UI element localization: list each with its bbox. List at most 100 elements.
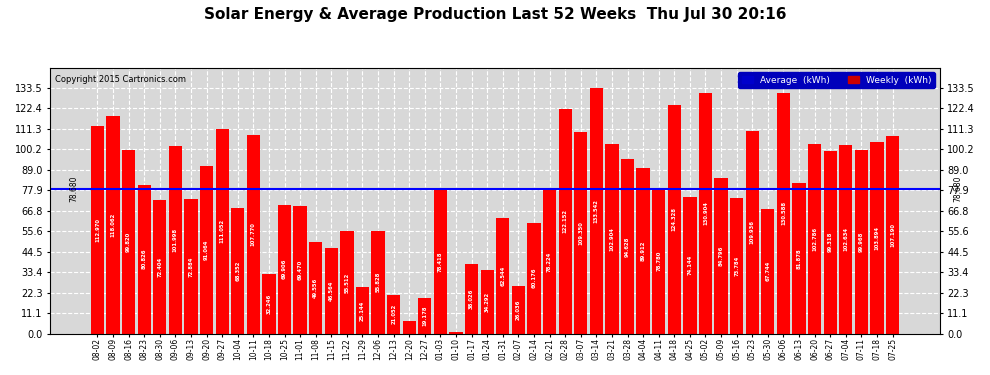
Text: 69.470: 69.470 xyxy=(298,260,303,280)
Text: 60.176: 60.176 xyxy=(532,268,537,288)
Bar xyxy=(808,144,822,334)
Text: 32.246: 32.246 xyxy=(266,294,271,314)
Text: Copyright 2015 Cartronics.com: Copyright 2015 Cartronics.com xyxy=(54,75,186,84)
Bar xyxy=(341,231,353,334)
Bar xyxy=(122,150,136,334)
Text: 130.904: 130.904 xyxy=(703,201,708,225)
Text: 133.542: 133.542 xyxy=(594,199,599,223)
Bar xyxy=(854,150,868,334)
Text: 107.770: 107.770 xyxy=(250,222,255,246)
Bar xyxy=(325,248,338,334)
Bar xyxy=(355,287,369,334)
Bar xyxy=(652,189,665,334)
Text: 72.884: 72.884 xyxy=(188,256,193,277)
Text: 46.564: 46.564 xyxy=(329,280,334,301)
Bar xyxy=(886,136,899,334)
Bar xyxy=(403,321,416,334)
Bar xyxy=(418,298,432,334)
Bar xyxy=(715,177,728,334)
Text: 34.292: 34.292 xyxy=(485,292,490,312)
Bar xyxy=(870,142,884,334)
Text: 118.062: 118.062 xyxy=(111,213,116,237)
Bar xyxy=(590,88,603,334)
Text: 111.052: 111.052 xyxy=(220,219,225,243)
Bar xyxy=(543,190,556,334)
Text: 19.178: 19.178 xyxy=(423,306,428,326)
Bar xyxy=(792,183,806,334)
Text: 112.970: 112.970 xyxy=(95,217,100,242)
Bar xyxy=(574,132,587,334)
Text: 107.190: 107.190 xyxy=(890,223,895,247)
Text: 94.628: 94.628 xyxy=(625,236,630,257)
Text: 78.418: 78.418 xyxy=(438,251,443,272)
Text: 89.912: 89.912 xyxy=(641,241,645,261)
Bar xyxy=(637,168,649,334)
Bar xyxy=(138,185,150,334)
Text: 101.998: 101.998 xyxy=(173,228,178,252)
Text: 78.780: 78.780 xyxy=(656,251,661,271)
Text: 99.318: 99.318 xyxy=(828,232,833,252)
Bar xyxy=(558,109,572,334)
Text: 38.026: 38.026 xyxy=(469,288,474,309)
Text: 68.352: 68.352 xyxy=(236,261,241,281)
Bar xyxy=(699,93,712,334)
Bar xyxy=(777,93,790,334)
Bar xyxy=(106,116,120,334)
Text: 72.404: 72.404 xyxy=(157,257,162,277)
Legend: Average  (kWh), Weekly  (kWh): Average (kWh), Weekly (kWh) xyxy=(739,72,936,88)
Text: Solar Energy & Average Production Last 52 Weeks  Thu Jul 30 20:16: Solar Energy & Average Production Last 5… xyxy=(204,8,786,22)
Text: 81.878: 81.878 xyxy=(797,248,802,268)
Bar xyxy=(761,209,774,334)
Bar xyxy=(512,286,525,334)
Text: 73.784: 73.784 xyxy=(735,256,740,276)
Text: 62.544: 62.544 xyxy=(500,266,505,286)
Text: 21.052: 21.052 xyxy=(391,304,396,324)
Text: 26.036: 26.036 xyxy=(516,300,521,320)
Bar xyxy=(667,105,681,334)
Text: 109.936: 109.936 xyxy=(749,220,754,245)
Bar xyxy=(605,144,619,334)
Bar xyxy=(200,166,213,334)
Bar xyxy=(465,264,478,334)
Bar xyxy=(247,135,260,334)
Text: 78.680: 78.680 xyxy=(953,176,962,202)
Bar xyxy=(683,197,697,334)
Bar xyxy=(824,151,837,334)
Text: 130.588: 130.588 xyxy=(781,201,786,225)
Bar xyxy=(730,198,743,334)
Bar xyxy=(745,131,759,334)
Text: 91.064: 91.064 xyxy=(204,240,209,260)
Text: 122.152: 122.152 xyxy=(562,209,567,233)
Text: 102.786: 102.786 xyxy=(812,227,817,251)
Text: 109.350: 109.350 xyxy=(578,221,583,245)
Bar xyxy=(480,270,494,334)
Bar xyxy=(293,206,307,334)
Bar xyxy=(528,223,541,334)
Bar xyxy=(496,219,510,334)
Bar xyxy=(168,146,182,334)
Text: 69.906: 69.906 xyxy=(282,259,287,279)
Text: 78.680: 78.680 xyxy=(69,176,79,202)
Text: 25.144: 25.144 xyxy=(360,300,365,321)
Text: 55.828: 55.828 xyxy=(375,272,380,292)
Text: 99.968: 99.968 xyxy=(859,231,864,252)
Bar xyxy=(184,200,198,334)
Bar xyxy=(216,129,229,334)
Text: 55.512: 55.512 xyxy=(345,272,349,292)
Text: 102.904: 102.904 xyxy=(610,227,615,251)
Bar xyxy=(91,126,104,334)
Text: 49.556: 49.556 xyxy=(313,278,318,298)
Bar xyxy=(262,274,275,334)
Bar xyxy=(449,332,462,334)
Text: 84.796: 84.796 xyxy=(719,245,724,266)
Bar xyxy=(371,231,385,334)
Text: 102.634: 102.634 xyxy=(843,227,848,251)
Bar xyxy=(387,295,400,334)
Text: 103.894: 103.894 xyxy=(874,226,879,250)
Text: 99.820: 99.820 xyxy=(126,232,131,252)
Text: 78.224: 78.224 xyxy=(547,252,552,272)
Text: 74.144: 74.144 xyxy=(687,255,692,276)
Bar xyxy=(621,159,635,334)
Text: 124.328: 124.328 xyxy=(672,207,677,231)
Bar xyxy=(278,205,291,334)
